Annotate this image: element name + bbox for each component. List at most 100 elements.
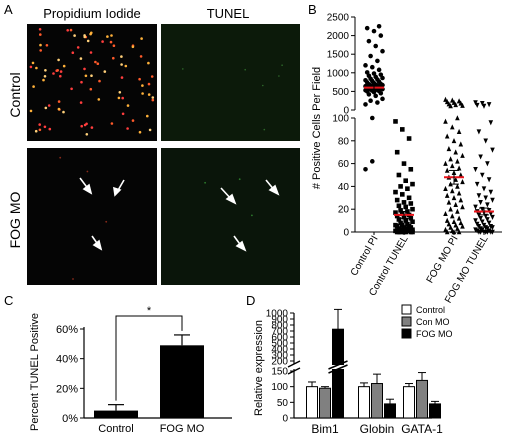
b-point — [453, 101, 458, 108]
b-point — [406, 136, 412, 141]
b-point — [364, 25, 370, 31]
micrograph-fogmo-tunel — [161, 148, 300, 285]
b-point — [455, 115, 460, 121]
b-point — [486, 177, 492, 183]
b-point — [405, 186, 410, 191]
d-legend-swatch — [401, 304, 412, 315]
b-point — [485, 217, 490, 223]
panel-label-c: C — [4, 293, 13, 308]
d-upper-tick-label: 500 — [271, 339, 288, 350]
b-point — [453, 149, 458, 155]
b-point — [403, 204, 408, 210]
b-point — [363, 63, 368, 68]
b-point — [398, 208, 403, 213]
b-point — [408, 167, 414, 172]
d-axis-break-gap — [288, 365, 438, 369]
d-bar — [358, 386, 370, 419]
b-point — [394, 213, 400, 219]
b-point — [480, 219, 485, 225]
d-bar-break-mark — [328, 360, 348, 370]
b-point — [368, 53, 373, 59]
b-point — [456, 165, 462, 171]
b-point — [473, 204, 478, 210]
b-point — [488, 211, 494, 217]
b-point — [460, 223, 465, 229]
b-point — [473, 218, 478, 224]
c-y-tick-label: 40% — [56, 354, 78, 366]
d-bar — [429, 403, 441, 419]
b-point — [370, 115, 375, 121]
c-bar — [94, 410, 138, 418]
b-point — [455, 183, 460, 189]
b-point — [483, 138, 488, 144]
b-point — [453, 222, 458, 228]
panel-label-b: B — [308, 2, 317, 17]
b-point — [443, 118, 448, 124]
b-lower-tick-label: 40 — [338, 182, 350, 193]
d-bar — [306, 386, 318, 419]
b-point — [448, 103, 453, 109]
b-point — [393, 210, 398, 215]
b-point — [363, 102, 368, 107]
b-point — [371, 89, 377, 95]
b-point — [458, 172, 464, 178]
b-point — [410, 206, 415, 212]
b-point — [456, 128, 462, 134]
b-point — [378, 90, 384, 96]
b-point — [451, 229, 457, 235]
d-upper-tick-label: 1000 — [266, 309, 289, 320]
c-y-tick-label: 20% — [56, 383, 78, 395]
b-point — [443, 210, 448, 217]
d-bar — [416, 379, 428, 419]
d-legend-label: Con MO — [416, 317, 450, 327]
b-upper-tick-label: 0 — [343, 106, 349, 117]
c-y-tick-label: 0% — [62, 413, 78, 425]
pi-column-header: Propidium Iodide — [43, 6, 141, 21]
b-point — [456, 229, 462, 235]
b-point — [458, 141, 464, 147]
d-legend-swatch — [401, 328, 412, 339]
b-point — [478, 216, 483, 222]
b-point — [408, 201, 414, 206]
control-row-label: Control — [7, 72, 23, 117]
b-point — [460, 102, 465, 108]
b-lower-tick-label: 100 — [332, 114, 349, 125]
b-point — [474, 181, 480, 187]
b-point — [474, 102, 480, 108]
b-point — [455, 158, 460, 164]
c-y-tick-label: 60% — [56, 324, 78, 336]
b-point — [483, 195, 488, 201]
b-point — [486, 220, 492, 226]
b-point — [490, 225, 495, 231]
fog-mo-row-label: FOG MO — [7, 192, 23, 249]
b-point — [490, 214, 495, 220]
b-point — [444, 192, 450, 198]
b-point — [380, 96, 385, 102]
b-point — [393, 119, 398, 124]
d-bar — [384, 403, 396, 419]
b-point — [490, 197, 495, 203]
b-point — [366, 38, 372, 44]
b-point — [403, 229, 408, 235]
d-bar — [332, 328, 344, 419]
d-upper-tick-label: 900 — [271, 315, 288, 326]
b-point — [396, 203, 402, 209]
d-upper-tick-label: 200 — [271, 357, 288, 368]
b-upper-tick-label: 1500 — [327, 50, 350, 61]
b-point — [460, 152, 465, 158]
b-point — [410, 219, 415, 225]
b-point — [444, 217, 450, 223]
b-point — [400, 211, 405, 217]
b-y-axis-title: # Positive Cells Per Field — [311, 67, 323, 189]
b-point — [486, 102, 492, 108]
b-point — [444, 229, 450, 235]
b-point — [370, 64, 375, 70]
b-point — [488, 120, 494, 126]
c-bar — [160, 345, 204, 418]
d-upper-tick-label: 300 — [271, 351, 288, 362]
b-point — [394, 197, 400, 203]
b-upper-tick-label: 1000 — [327, 68, 350, 79]
b-point — [476, 129, 482, 135]
b-point — [485, 229, 490, 235]
